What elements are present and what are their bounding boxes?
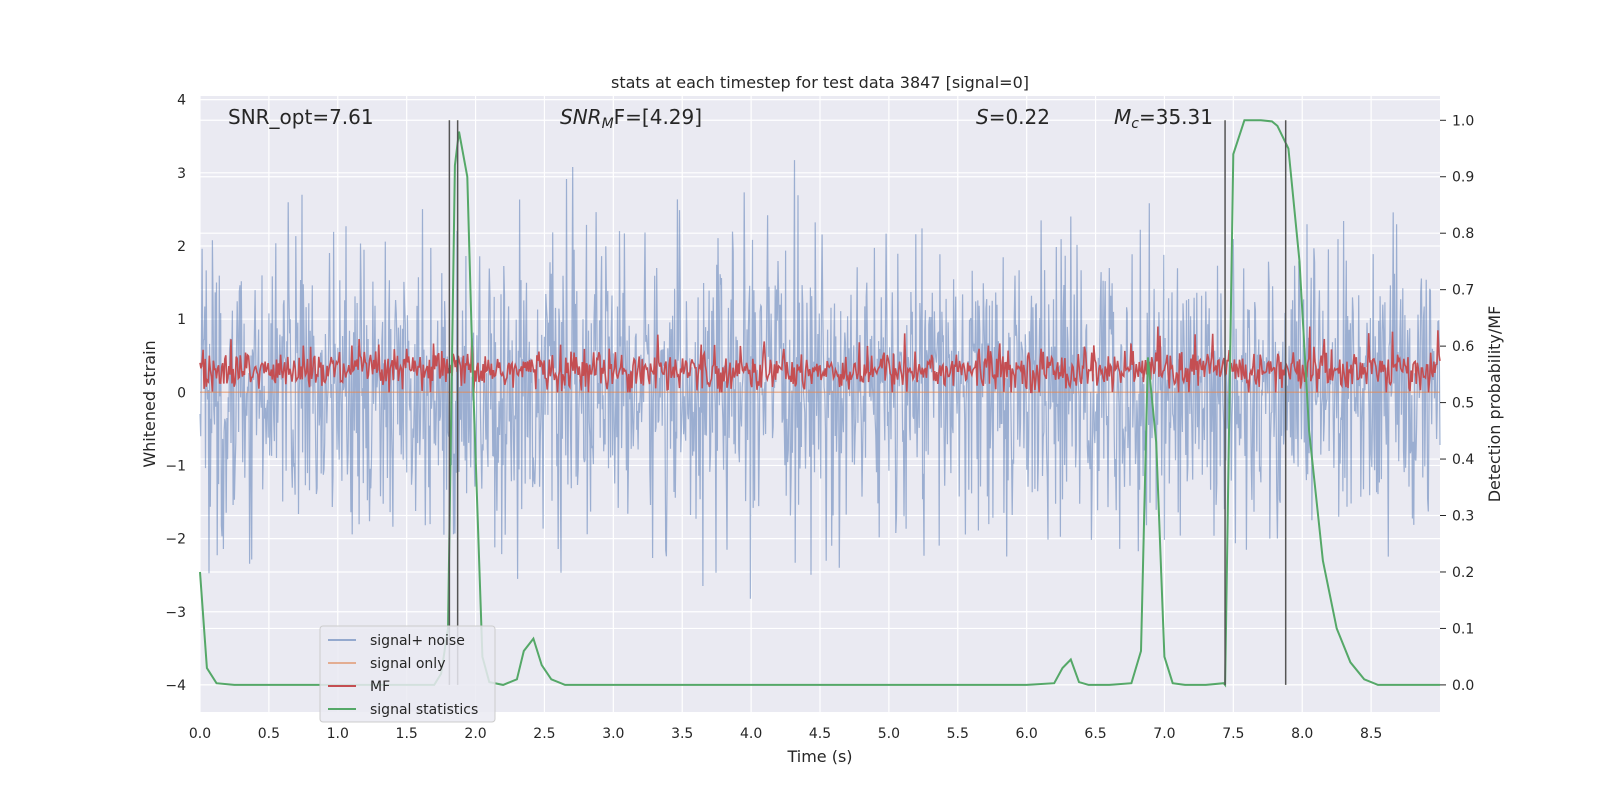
legend-box [319, 625, 496, 723]
y-right-tick-label: 0.8 [1452, 226, 1474, 242]
y-left-tick-label: −1 [165, 458, 186, 474]
y-right-tick-label: 0.5 [1452, 396, 1474, 412]
x-axis-label: Time (s) [786, 747, 852, 766]
x-tick-label: 5.0 [878, 726, 900, 742]
y-right-tick-label: 0.6 [1452, 339, 1474, 355]
y-left-tick-label: −4 [165, 678, 186, 694]
x-tick-label: 2.0 [464, 726, 486, 742]
series-signal-noise [199, 160, 1441, 599]
legend-label-signal-noise: signal+ noise [370, 633, 465, 649]
y-right-tick-label: 1.0 [1452, 113, 1474, 129]
y-left-tick-label: 3 [177, 166, 186, 182]
series-signal-statistics [199, 119, 1440, 688]
x-tick-label: 3.0 [602, 726, 624, 742]
x-tick-label: 1.0 [327, 726, 349, 742]
x-axis-ticks: 0.0 0.5 1.0 1.5 2.0 2.5 3.0 3.5 4.0 4.5 5.0 5.5 6.0 6… [189, 726, 1382, 742]
y-left-axis-ticks: −4 −3 −2 −1 0 1 2 3 4 [165, 93, 186, 694]
y-left-tick-label: 1 [177, 312, 186, 328]
series-mf [199, 326, 1441, 394]
y-right-axis-ticks: 0.0 0.1 0.2 0.3 0.4 0.5 0.6 0.7 0.8 0.9 1.0 [1440, 113, 1474, 694]
x-tick-label: 6.5 [1084, 726, 1106, 742]
x-tick-label: 7.5 [1222, 726, 1244, 742]
legend-label-signal-only: signal only [370, 656, 445, 672]
x-tick-label: 8.0 [1291, 726, 1313, 742]
x-tick-label: 4.0 [740, 726, 762, 742]
legend: signal+ noise signal only MF signal stat… [319, 625, 496, 723]
y-left-axis-label: Whitened strain [140, 340, 159, 467]
y-left-tick-label: 4 [177, 93, 186, 109]
y-left-tick-label: 2 [177, 239, 186, 255]
y-right-tick-label: 0.4 [1452, 452, 1474, 468]
legend-label-signal-statistics: signal statistics [370, 702, 478, 718]
x-tick-label: 0.5 [258, 726, 280, 742]
annotation-snr-opt: SNR_opt=7.61 [228, 105, 374, 129]
chart-title: stats at each timestep for test data 384… [611, 73, 1029, 92]
x-tick-label: 6.0 [1016, 726, 1038, 742]
signal-noise-line [199, 160, 1441, 599]
x-tick-label: 5.5 [947, 726, 969, 742]
y-right-tick-label: 0.7 [1452, 283, 1474, 299]
mf-line [199, 326, 1441, 394]
vertical-markers [448, 120, 1287, 685]
x-tick-label: 2.5 [533, 726, 555, 742]
y-left-tick-label: −3 [165, 605, 186, 621]
legend-label-mf: MF [370, 679, 390, 695]
y-left-tick-label: −2 [165, 532, 186, 548]
y-right-tick-label: 0.2 [1452, 565, 1474, 581]
x-tick-label: 3.5 [671, 726, 693, 742]
x-tick-label: 0.0 [189, 726, 211, 742]
y-right-axis-label: Detection probability/MF [1485, 306, 1504, 503]
signal-statistics-line [199, 119, 1440, 688]
annotation-s: S=0.22 [976, 105, 1050, 129]
annotation-snr-mf: SNRMF=[4.29] [560, 105, 702, 132]
x-tick-label: 7.0 [1153, 726, 1175, 742]
x-tick-label: 8.5 [1360, 726, 1382, 742]
x-tick-label: 4.5 [809, 726, 831, 742]
y-right-tick-label: 0.3 [1452, 509, 1474, 525]
x-tick-label: 1.5 [396, 726, 418, 742]
y-right-tick-label: 0.9 [1452, 170, 1474, 186]
y-left-tick-label: 0 [177, 385, 186, 401]
y-right-tick-label: 0.1 [1452, 621, 1474, 637]
y-right-tick-label: 0.0 [1452, 678, 1474, 694]
annotation-mc: Mc=35.31 [1114, 105, 1213, 132]
